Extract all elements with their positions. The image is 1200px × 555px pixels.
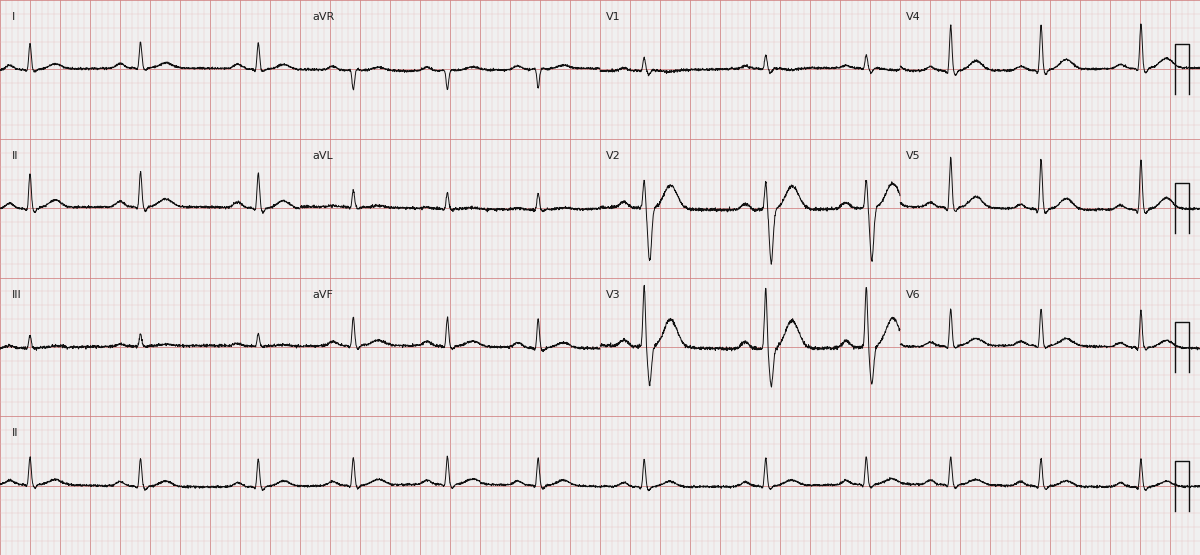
Text: V4: V4	[906, 12, 920, 22]
Text: V5: V5	[906, 151, 920, 161]
Text: aVR: aVR	[312, 12, 335, 22]
Text: III: III	[12, 290, 22, 300]
Text: V3: V3	[606, 290, 620, 300]
Text: I: I	[12, 12, 16, 22]
Text: aVF: aVF	[312, 290, 332, 300]
Text: V1: V1	[606, 12, 620, 22]
Text: V2: V2	[606, 151, 620, 161]
Text: aVL: aVL	[312, 151, 332, 161]
Text: II: II	[12, 151, 18, 161]
Text: II: II	[12, 428, 18, 438]
Text: V6: V6	[906, 290, 920, 300]
